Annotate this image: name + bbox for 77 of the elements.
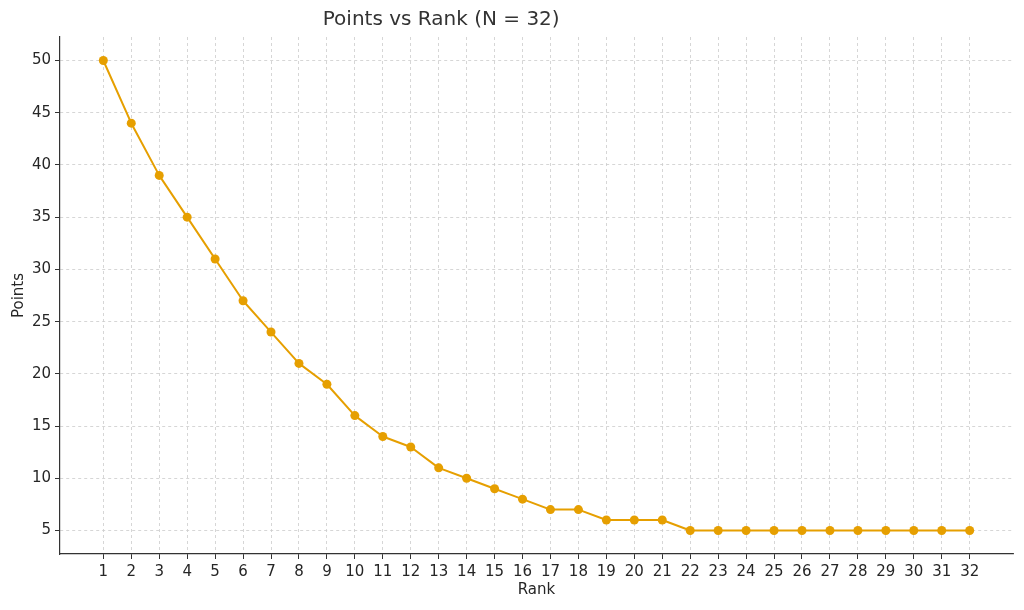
point xyxy=(545,505,555,515)
x-tick-label: 15 xyxy=(485,561,505,580)
x-tick-label: 1 xyxy=(98,561,109,580)
x-tick-label: 7 xyxy=(266,561,276,580)
x-tick-label: 31 xyxy=(932,561,952,580)
point xyxy=(182,212,192,222)
y-tick-label: 40 xyxy=(31,154,51,173)
x-tick-label: 24 xyxy=(736,561,756,580)
x-tick-label: 27 xyxy=(820,561,840,580)
y-tick-label: 5 xyxy=(41,520,51,539)
point xyxy=(909,526,919,535)
y-tick-label: 20 xyxy=(31,363,51,382)
point xyxy=(881,526,891,535)
point xyxy=(518,494,528,504)
point xyxy=(601,515,611,525)
point xyxy=(629,515,639,525)
x-tick-label: 25 xyxy=(764,561,784,580)
x-tick-label: 26 xyxy=(792,561,812,580)
point xyxy=(797,526,807,535)
x-tick-label: 9 xyxy=(322,561,332,580)
point xyxy=(350,411,360,421)
point xyxy=(573,505,583,515)
y-tick-label: 50 xyxy=(31,50,51,69)
x-tick-label: 21 xyxy=(652,561,672,580)
x-tick-label: 13 xyxy=(429,561,449,580)
x-tick-label: 12 xyxy=(401,561,421,580)
point xyxy=(238,296,248,306)
point xyxy=(378,432,388,441)
x-tick-label: 19 xyxy=(596,561,616,580)
point xyxy=(294,358,304,368)
x-tick-label: 16 xyxy=(512,561,533,580)
x-tick-label: 4 xyxy=(182,561,192,580)
point xyxy=(434,463,444,473)
x-tick-label: 32 xyxy=(960,561,980,580)
y-tick-label: 10 xyxy=(31,468,51,487)
x-tick-label: 8 xyxy=(294,561,304,580)
point xyxy=(126,118,136,128)
point xyxy=(406,442,416,452)
x-tick-label: 10 xyxy=(345,561,365,580)
y-axis-title: Points xyxy=(8,272,27,319)
point xyxy=(462,473,472,483)
x-tick-label: 18 xyxy=(568,561,588,580)
y-tick-label: 25 xyxy=(31,311,51,330)
point xyxy=(741,526,751,535)
point xyxy=(210,254,220,264)
point xyxy=(98,56,108,65)
point xyxy=(937,526,947,535)
x-tick-label: 14 xyxy=(457,561,477,580)
x-tick-label: 6 xyxy=(238,561,248,580)
point xyxy=(266,327,276,337)
x-tick-label: 23 xyxy=(708,561,728,580)
point xyxy=(965,526,975,535)
x-tick-label: 28 xyxy=(848,561,868,580)
y-tick-label: 45 xyxy=(31,102,51,121)
x-tick-label: 2 xyxy=(126,561,137,580)
point xyxy=(322,379,332,389)
chart-title: Points vs Rank (N = 32) xyxy=(322,6,560,31)
point xyxy=(154,170,164,180)
point xyxy=(825,526,835,535)
point xyxy=(685,526,695,535)
y-tick-label: 15 xyxy=(31,415,51,434)
point xyxy=(490,484,500,494)
x-tick-label: 29 xyxy=(876,561,896,580)
point xyxy=(657,515,667,525)
y-tick-label: 35 xyxy=(31,207,51,226)
x-tick-label: 11 xyxy=(373,561,393,580)
point xyxy=(713,526,723,535)
x-tick-label: 20 xyxy=(624,561,644,580)
y-tick-label: 30 xyxy=(31,259,51,278)
x-tick-label: 17 xyxy=(540,561,561,580)
x-tick-label: 5 xyxy=(210,561,220,580)
x-tick-label: 22 xyxy=(680,561,700,580)
point xyxy=(853,526,863,535)
x-tick-label: 30 xyxy=(904,561,924,580)
x-tick-label: 3 xyxy=(154,561,164,580)
point xyxy=(769,526,779,535)
x-axis-title: Rank xyxy=(517,579,556,598)
